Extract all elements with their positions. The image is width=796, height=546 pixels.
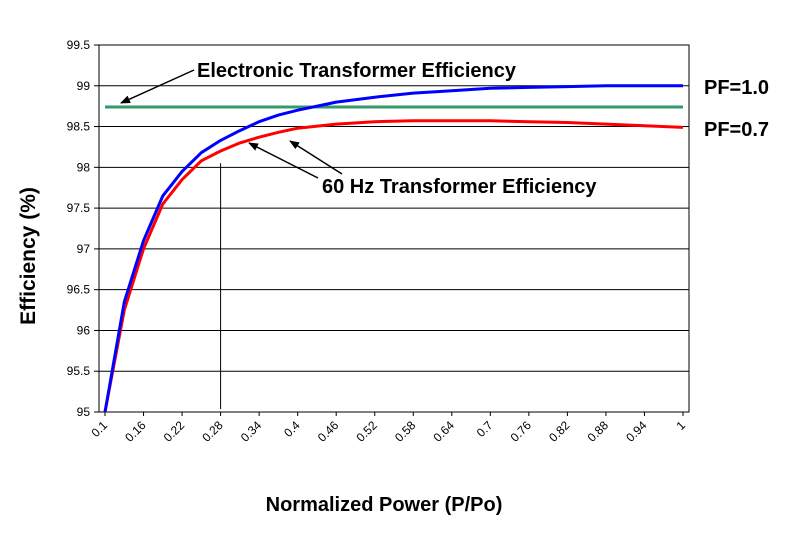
y-axis-ticks: 95 95.5 96 96.5 97 97.5 98 98.5 99 99.5 bbox=[67, 38, 99, 419]
x-tick-label: 0.94 bbox=[623, 418, 650, 445]
y-tick-label: 98.5 bbox=[67, 120, 91, 134]
y-tick-label: 99.5 bbox=[67, 38, 91, 52]
y-tick-label: 96 bbox=[77, 323, 91, 337]
x-tick-label: 0.76 bbox=[508, 418, 535, 445]
label-pf1: PF=1.0 bbox=[704, 77, 769, 99]
x-tick-label: 0.46 bbox=[315, 418, 342, 445]
plot-area bbox=[98, 44, 690, 413]
arrow-pf07-curve bbox=[289, 140, 343, 175]
y-tick-label: 95 bbox=[77, 405, 91, 419]
y-axis-title: Efficiency (%) bbox=[17, 187, 40, 325]
x-tick-label: 0.7 bbox=[474, 418, 496, 440]
x-axis-ticks: 0.1 0.16 0.22 0.28 0.34 0.4 0.46 0.52 0.58 0.64 0.… bbox=[88, 412, 688, 445]
x-tick-label: 0.16 bbox=[122, 418, 149, 445]
x-tick-label: 0.82 bbox=[546, 418, 573, 445]
y-tick-label: 99 bbox=[77, 79, 91, 93]
y-tick-label: 97.5 bbox=[67, 201, 91, 215]
y-tick-label: 97 bbox=[77, 242, 91, 256]
x-tick-label: 0.88 bbox=[585, 418, 612, 445]
x-tick-label: 0.64 bbox=[431, 418, 458, 445]
series-layer bbox=[103, 84, 684, 413]
x-tick-label: 0.4 bbox=[281, 418, 303, 440]
x-tick-label: 0.58 bbox=[392, 418, 419, 445]
x-tick-label: 0.34 bbox=[238, 418, 265, 445]
y-tick-label: 98 bbox=[77, 160, 91, 174]
x-tick-label: 0.1 bbox=[88, 418, 110, 440]
label-pf07: PF=0.7 bbox=[704, 119, 769, 141]
x-tick-label: 0.22 bbox=[161, 418, 188, 445]
y-tick-label: 95.5 bbox=[67, 364, 91, 378]
series-line-pf1 bbox=[103, 84, 683, 413]
x-axis-title: Normalized Power (P/Po) bbox=[266, 494, 503, 516]
grid-lines bbox=[99, 85, 689, 372]
y-tick-label: 96.5 bbox=[67, 283, 91, 297]
x-tick-label: 1 bbox=[673, 418, 688, 433]
arrow-pf1-curve bbox=[248, 142, 319, 179]
x-tick-label: 0.52 bbox=[353, 418, 380, 445]
annotation-electronic: Electronic Transformer Efficiency bbox=[197, 60, 517, 82]
arrow-electronic bbox=[120, 69, 195, 104]
x-tick-label: 0.28 bbox=[199, 418, 226, 445]
series-line-pf07 bbox=[103, 119, 684, 413]
annotation-60hz: 60 Hz Transformer Efficiency bbox=[322, 176, 597, 198]
